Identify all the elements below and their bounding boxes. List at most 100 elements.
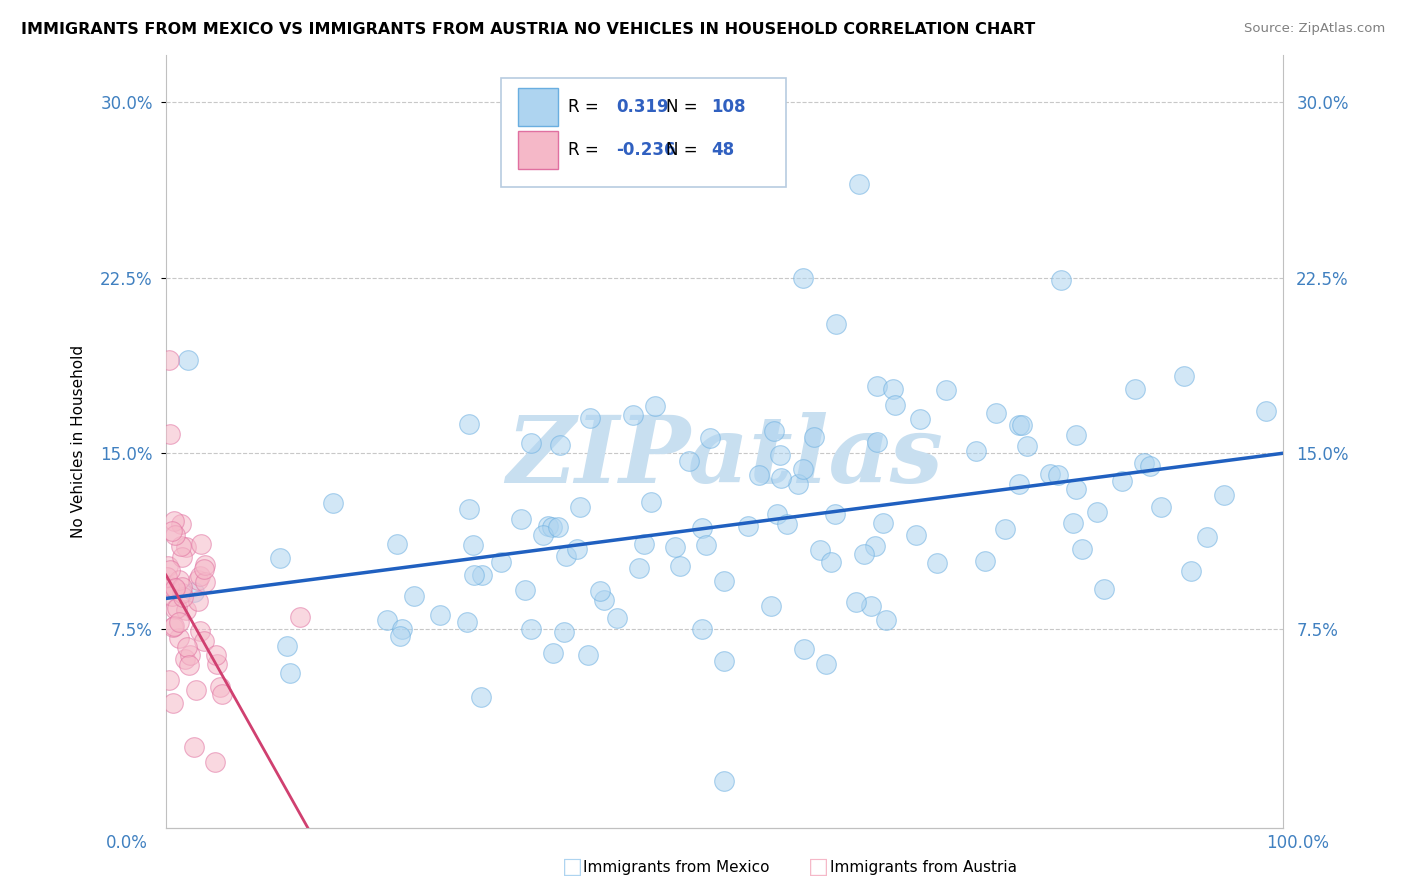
Point <box>884 398 907 412</box>
Point <box>565 542 588 557</box>
Point <box>589 584 612 599</box>
Point <box>463 538 485 552</box>
Point <box>695 537 717 551</box>
Text: 0.0%: 0.0% <box>105 834 148 852</box>
Point <box>404 589 426 603</box>
Point <box>606 611 628 625</box>
Point <box>165 528 187 542</box>
Point <box>763 424 786 438</box>
Point <box>166 601 188 615</box>
Point <box>1046 467 1069 482</box>
Point <box>808 542 831 557</box>
Text: IMMIGRANTS FROM MEXICO VS IMMIGRANTS FROM AUSTRIA NO VEHICLES IN HOUSEHOLD CORRE: IMMIGRANTS FROM MEXICO VS IMMIGRANTS FRO… <box>21 22 1035 37</box>
Point <box>644 399 666 413</box>
Point <box>205 657 228 672</box>
Point <box>176 640 198 655</box>
Point <box>678 454 700 468</box>
Point <box>269 551 291 566</box>
Point <box>1150 500 1173 514</box>
Point <box>157 673 180 687</box>
Point <box>276 639 298 653</box>
Point <box>391 623 413 637</box>
Point <box>172 550 194 565</box>
Point <box>457 502 479 516</box>
Point <box>174 603 197 617</box>
FancyBboxPatch shape <box>501 78 786 186</box>
Point <box>553 625 575 640</box>
Point <box>183 740 205 755</box>
Point <box>1008 477 1031 491</box>
Point <box>825 318 848 332</box>
Text: N =: N = <box>666 141 703 159</box>
Point <box>288 610 311 624</box>
Point <box>387 537 409 551</box>
Point <box>167 615 190 629</box>
Point <box>190 537 212 551</box>
Point <box>510 512 533 526</box>
Point <box>769 471 792 485</box>
Point <box>188 569 211 583</box>
Point <box>1066 428 1088 442</box>
Point <box>156 559 179 574</box>
Point <box>1085 505 1108 519</box>
Text: 48: 48 <box>711 141 734 159</box>
Point <box>1197 530 1219 544</box>
Point <box>177 657 200 672</box>
Point <box>713 774 735 789</box>
Point <box>169 539 191 553</box>
Point <box>860 599 883 613</box>
Point <box>882 382 904 396</box>
Point <box>162 696 184 710</box>
Point <box>160 524 183 538</box>
Point <box>471 568 494 582</box>
Point <box>543 646 565 660</box>
Point <box>568 500 591 514</box>
Point <box>848 177 870 191</box>
Point <box>163 602 186 616</box>
Point <box>159 427 181 442</box>
Point <box>162 620 184 634</box>
Point <box>690 521 713 535</box>
Point <box>993 522 1015 536</box>
Text: ZIPatlas: ZIPatlas <box>506 412 943 502</box>
Point <box>640 494 662 508</box>
Point <box>576 648 599 663</box>
Point <box>1008 418 1031 433</box>
Point <box>737 519 759 533</box>
Point <box>769 448 792 462</box>
Point <box>820 555 842 569</box>
Point <box>193 633 215 648</box>
Point <box>633 537 655 551</box>
Point <box>872 516 894 530</box>
Text: 108: 108 <box>711 98 745 116</box>
Point <box>927 556 949 570</box>
Point <box>322 496 344 510</box>
Point <box>776 516 799 531</box>
Point <box>908 412 931 426</box>
Point <box>193 562 215 576</box>
Point <box>690 623 713 637</box>
Point <box>1039 467 1062 481</box>
Point <box>172 580 194 594</box>
Point <box>792 270 814 285</box>
Point <box>429 607 451 622</box>
Point <box>531 528 554 542</box>
Point <box>621 408 644 422</box>
Point <box>179 648 201 663</box>
Point <box>169 517 191 532</box>
Point <box>157 579 180 593</box>
Point <box>204 755 226 769</box>
Point <box>579 411 602 425</box>
Point <box>547 520 569 534</box>
Point <box>863 539 886 553</box>
Point <box>278 665 301 680</box>
Point <box>1064 482 1087 496</box>
Text: □: □ <box>562 857 583 877</box>
Point <box>187 573 209 587</box>
Text: Immigrants from Austria: Immigrants from Austria <box>830 860 1017 874</box>
Y-axis label: No Vehicles in Household: No Vehicles in Household <box>72 345 86 538</box>
Text: Source: ZipAtlas.com: Source: ZipAtlas.com <box>1244 22 1385 36</box>
Point <box>555 549 578 563</box>
Point <box>174 651 197 665</box>
Text: N =: N = <box>666 98 703 116</box>
